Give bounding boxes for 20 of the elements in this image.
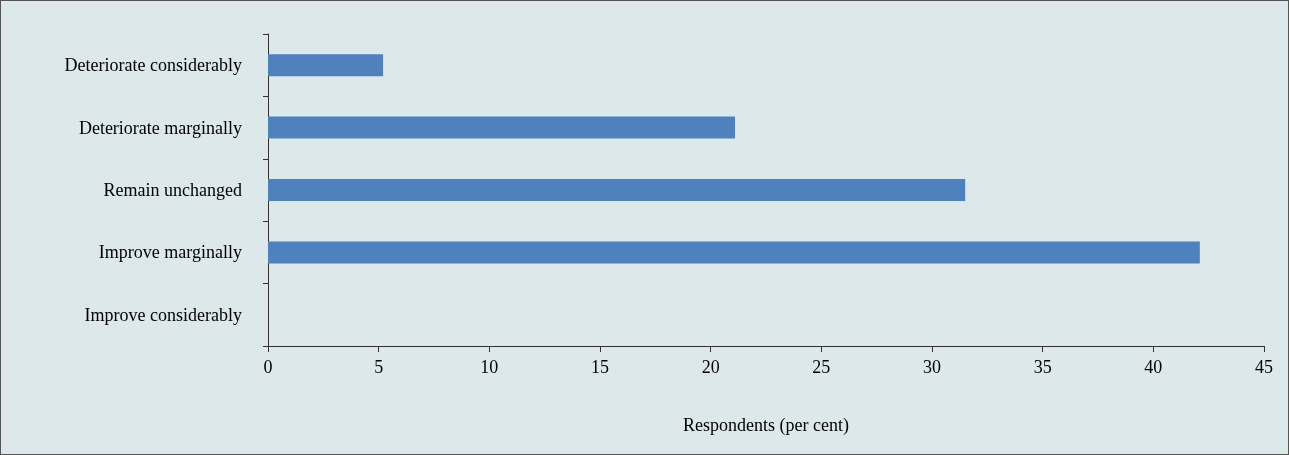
bar bbox=[268, 179, 966, 201]
x-tick-label: 10 bbox=[480, 357, 499, 377]
y-tick-label: Remain unchanged bbox=[103, 180, 242, 200]
bar bbox=[268, 241, 1200, 264]
y-tick-label: Deteriorate considerably bbox=[64, 55, 242, 76]
x-axis-title: Respondents (per cent) bbox=[683, 415, 849, 436]
bar bbox=[268, 54, 384, 77]
bar bbox=[268, 116, 736, 139]
x-tick-label: 35 bbox=[1033, 357, 1052, 377]
x-tick-label: 40 bbox=[1144, 357, 1163, 377]
x-tick-label: 25 bbox=[812, 357, 831, 377]
x-tick-label: 45 bbox=[1255, 357, 1273, 377]
x-tick-label: 15 bbox=[591, 357, 609, 377]
y-tick-label: Improve marginally bbox=[98, 242, 242, 263]
y-tick-label: Deteriorate marginally bbox=[78, 117, 242, 138]
x-tick-label: 20 bbox=[701, 357, 720, 377]
x-tick-label: 30 bbox=[923, 357, 941, 377]
y-tick-label: Improve considerably bbox=[84, 304, 242, 325]
x-tick-label: 0 bbox=[263, 357, 273, 377]
x-tick-label: 5 bbox=[374, 357, 384, 377]
